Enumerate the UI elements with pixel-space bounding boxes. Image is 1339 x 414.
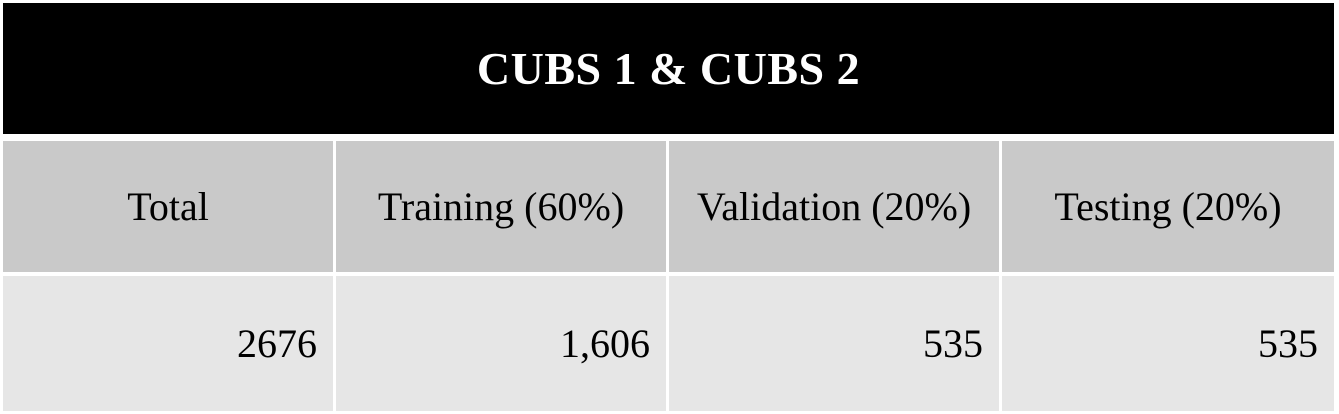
table-header-row: Total Training (60%) Validation (20%) Te… — [3, 141, 1334, 272]
value-cell-testing: 535 — [1002, 276, 1334, 411]
header-cell-total: Total — [3, 141, 333, 272]
value-cell-training: 1,606 — [336, 276, 666, 411]
value-cell-validation: 535 — [669, 276, 999, 411]
table-title: CUBS 1 & CUBS 2 — [476, 43, 861, 94]
header-cell-testing: Testing (20%) — [1002, 141, 1334, 272]
header-cell-training: Training (60%) — [336, 141, 666, 272]
table-value-row: 2676 1,606 535 535 — [3, 276, 1334, 411]
table-title-bar: CUBS 1 & CUBS 2 — [3, 3, 1334, 134]
value-cell-total: 2676 — [3, 276, 333, 411]
header-cell-validation: Validation (20%) — [669, 141, 999, 272]
